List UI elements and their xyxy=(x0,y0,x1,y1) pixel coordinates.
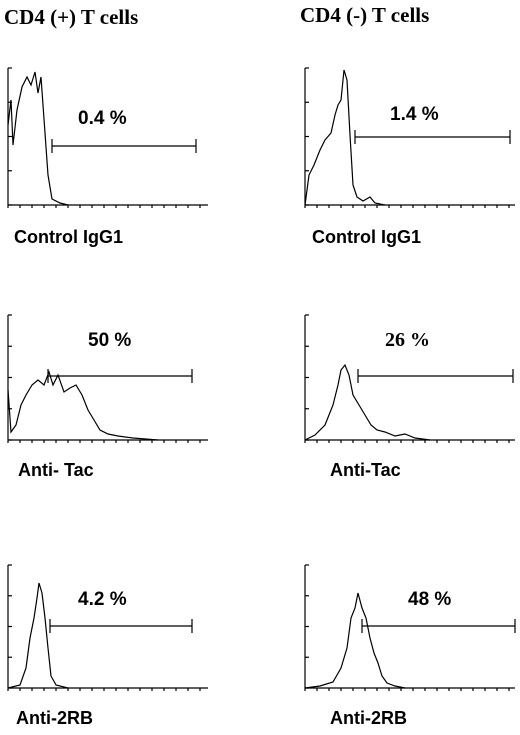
panel-label: Anti-2RB xyxy=(16,708,93,728)
histogram xyxy=(304,363,431,441)
histogram xyxy=(304,592,406,689)
panel-label: Anti- Tac xyxy=(18,460,94,480)
percent-label: 4.2 % xyxy=(78,589,127,610)
histogram xyxy=(7,582,69,689)
percent-label: 1.4 % xyxy=(390,104,439,125)
percent-label: 50 % xyxy=(88,330,131,351)
column-header: CD4 (+) T cells xyxy=(4,5,138,29)
percent-label: 0.4 % xyxy=(78,108,127,129)
percent-label: 26 % xyxy=(385,329,430,351)
histogram xyxy=(7,370,159,441)
panel-label: Control IgG1 xyxy=(312,227,421,247)
percent-label: 48 % xyxy=(408,589,451,610)
panel-label: Anti-2RB xyxy=(330,708,407,728)
column-header: CD4 (-) T cells xyxy=(300,3,429,27)
panel-label: Control IgG1 xyxy=(14,227,123,247)
panel-label: Anti-Tac xyxy=(330,460,401,480)
histogram xyxy=(304,69,386,206)
histogram xyxy=(7,71,69,206)
